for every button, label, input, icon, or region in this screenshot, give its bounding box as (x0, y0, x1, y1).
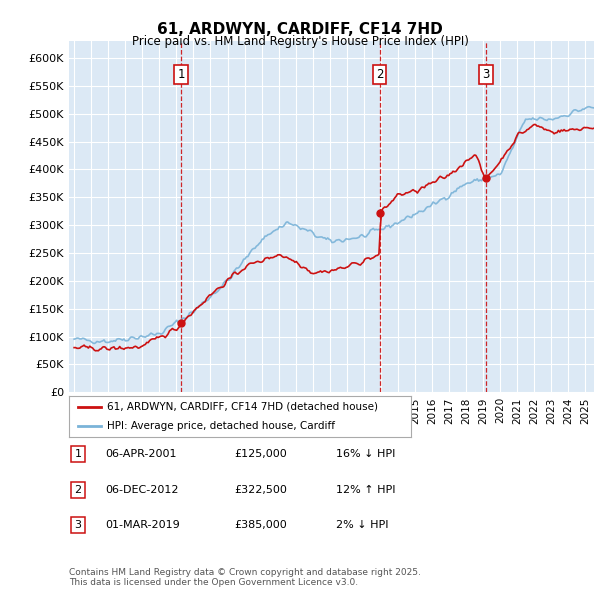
Text: 01-MAR-2019: 01-MAR-2019 (105, 520, 180, 530)
Text: £385,000: £385,000 (234, 520, 287, 530)
Text: 1: 1 (74, 450, 82, 459)
Text: 3: 3 (74, 520, 82, 530)
Text: 2: 2 (376, 68, 383, 81)
Text: Price paid vs. HM Land Registry's House Price Index (HPI): Price paid vs. HM Land Registry's House … (131, 35, 469, 48)
Text: 3: 3 (482, 68, 490, 81)
Text: 1: 1 (177, 68, 185, 81)
Text: HPI: Average price, detached house, Cardiff: HPI: Average price, detached house, Card… (107, 421, 335, 431)
Text: 61, ARDWYN, CARDIFF, CF14 7HD (detached house): 61, ARDWYN, CARDIFF, CF14 7HD (detached … (107, 402, 377, 412)
Text: 06-DEC-2012: 06-DEC-2012 (105, 485, 179, 494)
Text: 2: 2 (74, 485, 82, 494)
Text: 61, ARDWYN, CARDIFF, CF14 7HD: 61, ARDWYN, CARDIFF, CF14 7HD (157, 22, 443, 37)
Text: 2% ↓ HPI: 2% ↓ HPI (336, 520, 389, 530)
Text: 06-APR-2001: 06-APR-2001 (105, 450, 176, 459)
Text: £322,500: £322,500 (234, 485, 287, 494)
Text: Contains HM Land Registry data © Crown copyright and database right 2025.
This d: Contains HM Land Registry data © Crown c… (69, 568, 421, 587)
Text: 12% ↑ HPI: 12% ↑ HPI (336, 485, 395, 494)
Text: £125,000: £125,000 (234, 450, 287, 459)
Text: 16% ↓ HPI: 16% ↓ HPI (336, 450, 395, 459)
